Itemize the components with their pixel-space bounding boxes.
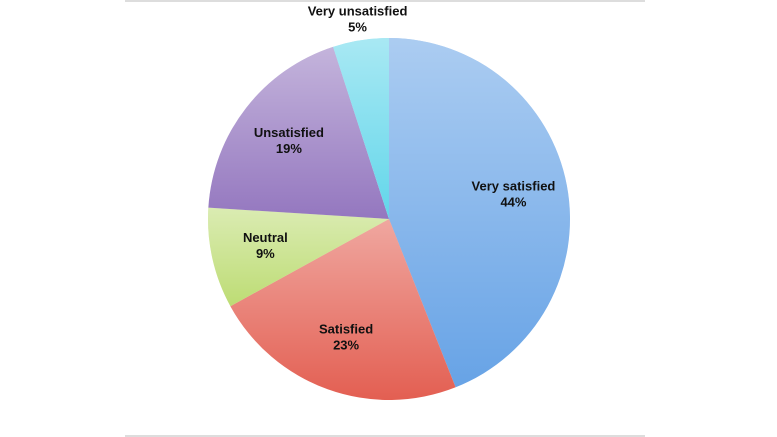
slice-shine — [230, 219, 456, 401]
slice-value-label: 44% — [500, 195, 526, 210]
slice-label: Satisfied — [319, 322, 373, 337]
slice-shine — [389, 38, 571, 388]
slice-label: Unsatisfied — [254, 125, 324, 140]
slice-value-label: 9% — [256, 246, 275, 261]
slice-shine — [208, 46, 389, 220]
slice-label: Very unsatisfied — [308, 3, 408, 18]
slice-value-label: 19% — [276, 141, 302, 156]
slice-label: Neutral — [243, 230, 288, 245]
slice-label: Very satisfied — [472, 179, 556, 194]
slice-value-label: 5% — [348, 19, 367, 34]
slice-shine — [333, 38, 389, 219]
slice-value-label: 23% — [333, 338, 359, 353]
slice-shine — [208, 207, 389, 307]
